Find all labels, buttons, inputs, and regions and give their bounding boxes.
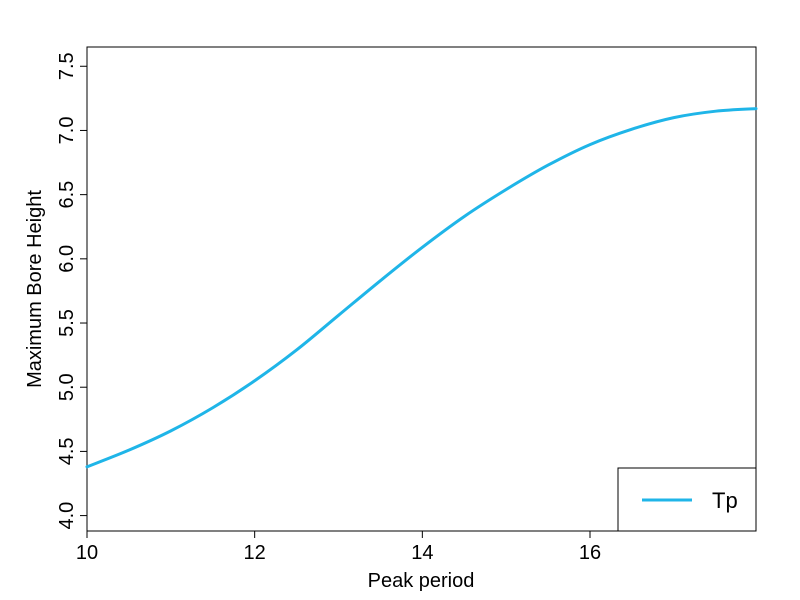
y-tick-label: 4.0: [56, 502, 78, 530]
y-tick-label: 5.5: [56, 309, 78, 337]
y-tick-label: 4.5: [56, 437, 78, 465]
y-tick-label: 7.0: [56, 117, 78, 145]
y-tick-label: 6.0: [56, 245, 78, 273]
plot-frame: [86, 46, 757, 532]
x-tick-label: 10: [76, 542, 98, 564]
x-axis: 10 12 14 16: [76, 531, 601, 564]
y-axis-title: Maximum Bore Height: [24, 190, 46, 388]
y-tick-label: 7.5: [56, 52, 78, 80]
x-tick-label: 12: [244, 542, 266, 564]
plot-area: [85, 107, 758, 469]
series-line-tp: [85, 107, 758, 469]
y-tick-label: 6.5: [56, 181, 78, 209]
x-tick-label: 16: [579, 542, 601, 564]
legend-label: Tp: [712, 488, 738, 513]
y-axis: 4.0 4.5 5.0 5.5 6.0 6.5 7.0 7.5: [56, 52, 87, 530]
x-tick-label: 14: [411, 542, 433, 564]
legend: Tp: [617, 467, 757, 532]
y-tick-label: 5.0: [56, 373, 78, 401]
x-axis-title: Peak period: [368, 570, 475, 592]
